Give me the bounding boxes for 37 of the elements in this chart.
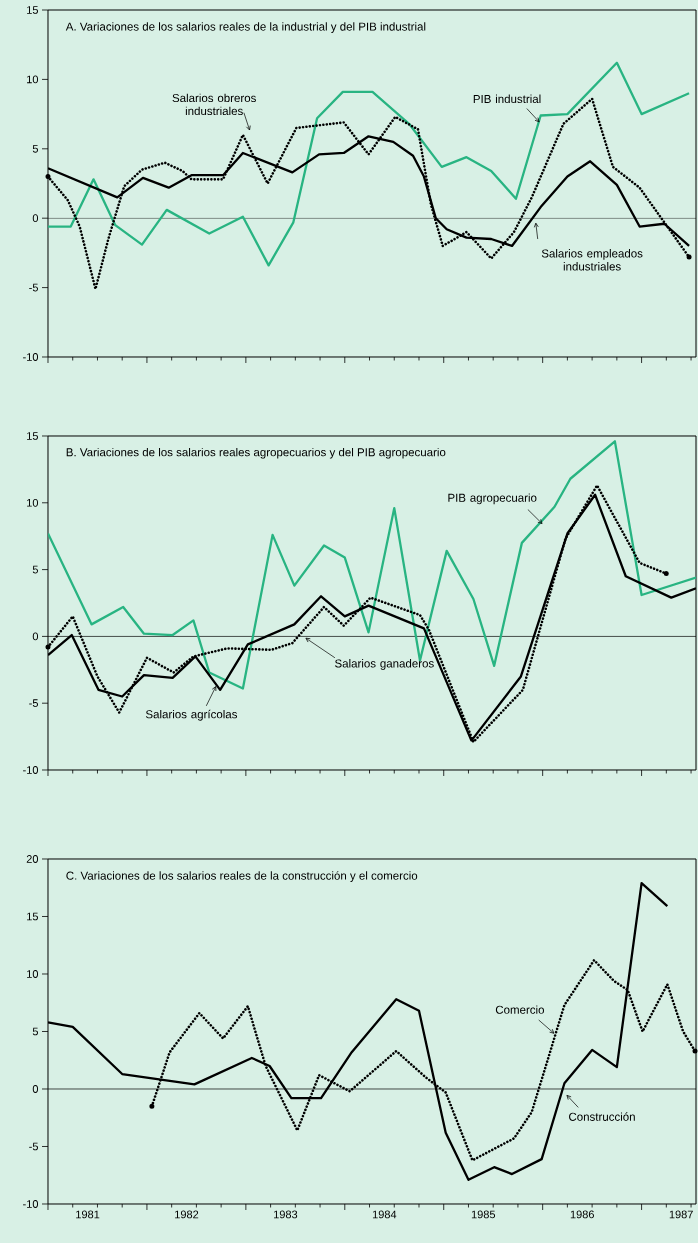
y-tick-label: 10 [27,75,39,84]
y-tick-label: -5 [29,699,38,708]
series-label: PIB agropecuario [448,493,537,505]
legend-label: Construcción [569,1112,635,1121]
series-label: PIB industrial [473,94,541,104]
x-tick-label: 1984 [372,1210,397,1219]
text: C. Variaciones de los salarios reales de la construcción y el comercio [66,871,418,882]
y-tick-label: 10 [27,498,39,507]
text: A. Variaciones de los salarios reales de la industrial y del PIB industrial [65,22,426,33]
x-tick-label: 1982 [175,1210,199,1219]
y-tick-label: 5 [32,565,38,574]
y-tick-label: 0 [32,632,39,641]
text: B. Variaciones de los salarios reales agropecuarios y del PIB agropecuario [66,447,446,459]
y-tick-label: 20 [26,855,39,863]
y-tick-label: -10 [23,1200,39,1208]
y-tick-label: 0 [32,214,39,223]
legend-label: Salarios empleados industriales [541,249,643,271]
y-tick-label: 10 [27,970,39,978]
x-tick-label: 1981 [76,1210,100,1219]
y-tick-label: 15 [27,6,38,14]
y-tick-label: 5 [32,1027,38,1036]
y-tick-label: 15 [27,432,38,440]
x-tick-label: 1986 [570,1210,594,1219]
y-tick-label: -5 [29,283,38,292]
x-tick-label: 1987 [669,1210,693,1219]
y-tick-label: -5 [29,1142,38,1151]
y-tick-label: -10 [23,766,39,774]
text: Salarios obreros industriales [172,93,256,116]
legend-label: Salarios agrícolas [145,709,238,721]
y-tick-label: 15 [27,912,38,921]
y-tick-label: 0 [32,1085,39,1093]
x-tick-label: 1985 [471,1210,496,1219]
y-tick-label: 5 [32,144,38,153]
y-tick-label: -10 [23,353,39,361]
x-tick-label: 1983 [274,1210,298,1219]
series-label: Comercio [495,1005,545,1014]
series-label: Salarios ganaderos [335,659,434,670]
